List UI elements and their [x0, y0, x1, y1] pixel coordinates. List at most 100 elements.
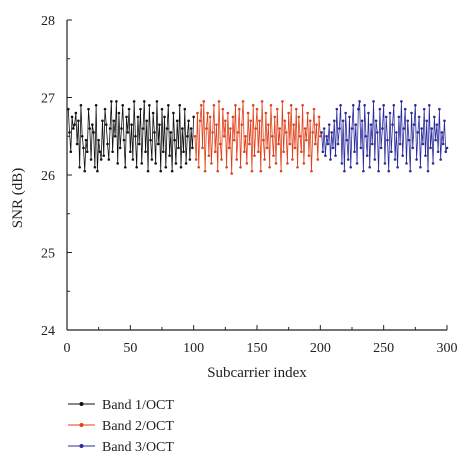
series-1-point — [175, 119, 179, 123]
series-3-point — [429, 146, 432, 150]
series-2-point — [194, 158, 198, 161]
series-3-point — [355, 162, 359, 165]
series-3-point — [322, 127, 326, 130]
series-2-point — [217, 100, 221, 103]
series-2-point — [293, 146, 297, 150]
series-1-point — [154, 162, 157, 165]
series-3-point — [349, 165, 353, 169]
legend-marker — [79, 402, 84, 406]
series-2-point — [244, 134, 247, 138]
series-2-point — [297, 115, 301, 119]
series-3-point — [360, 119, 364, 123]
series-1-point — [160, 107, 164, 111]
series-3-point — [335, 107, 339, 111]
series-2-point — [303, 127, 307, 130]
series-3-point — [396, 165, 399, 169]
series-2-point — [269, 103, 273, 107]
series-2-point — [267, 123, 270, 126]
series-1-point — [101, 119, 104, 123]
series-2-point — [306, 111, 309, 115]
legend-marker — [79, 444, 84, 448]
series-2-point — [208, 115, 212, 119]
series-1-point — [145, 119, 149, 123]
series-1-point — [112, 119, 116, 123]
series-2-point — [198, 119, 202, 123]
series-3-point — [434, 138, 437, 142]
series-1-point — [188, 158, 192, 161]
y-tick-label: 26 — [41, 169, 55, 184]
series-3-point — [330, 131, 334, 134]
series-1-point — [70, 115, 74, 119]
series-3-point — [415, 158, 418, 161]
series-1-point — [129, 150, 132, 154]
series-2-point — [250, 169, 254, 173]
legend-item-2: Band 2/OCT — [68, 419, 174, 434]
series-2-point — [313, 142, 317, 146]
series-3-point — [427, 103, 431, 107]
series-1-point — [107, 158, 111, 161]
series-3-point — [368, 165, 372, 169]
series-1-point — [178, 103, 182, 107]
series-3-point — [331, 146, 335, 150]
legend-item-3: Band 3/OCT — [68, 440, 174, 455]
series-1-point — [94, 103, 98, 107]
series-3-point — [412, 123, 416, 126]
series-1-point — [99, 158, 103, 161]
series-3 — [320, 100, 449, 173]
series-1-point — [179, 165, 183, 169]
series-3-point — [421, 142, 425, 146]
series-2 — [193, 100, 322, 175]
series-1-point — [68, 131, 71, 134]
series-3-point — [444, 150, 448, 154]
series-3-point — [353, 150, 356, 154]
series-3-point — [334, 154, 337, 157]
series-2-point — [294, 107, 298, 111]
series-2-point — [215, 123, 218, 126]
series-1-point — [155, 100, 159, 103]
series-2-point — [229, 127, 232, 130]
series-1-point — [184, 162, 188, 165]
series-3-point — [338, 127, 341, 130]
series-1-point — [165, 127, 169, 130]
series-3-point — [345, 138, 349, 142]
series-3-point — [402, 127, 406, 130]
series-3-point — [329, 158, 332, 161]
series-1-point — [150, 158, 154, 161]
series-3-point — [438, 107, 441, 111]
series-3-point — [369, 123, 373, 126]
series-3-point — [408, 169, 412, 173]
series-3-point — [351, 103, 355, 107]
series-1-point — [148, 103, 151, 107]
series-1-point — [84, 138, 88, 142]
series-3-point — [346, 158, 350, 161]
series-3-point — [401, 154, 404, 157]
series-3-point — [341, 119, 345, 123]
series-1-point — [102, 154, 106, 157]
series-3-point — [324, 154, 327, 157]
series-1-point — [134, 134, 137, 138]
series-3-point — [419, 165, 422, 169]
series-2-point — [288, 142, 292, 146]
series-1-point — [93, 165, 97, 169]
series-1-point — [191, 146, 194, 150]
series-2-point — [278, 127, 282, 130]
series-1-point — [80, 134, 84, 138]
series-1-point — [139, 107, 142, 111]
legend: Band 1/OCT Band 2/OCT Band 3/OCT — [68, 398, 174, 455]
series-3-point — [436, 150, 440, 154]
series-1-point — [144, 150, 147, 154]
series-1-point — [135, 165, 138, 169]
series-2-point — [218, 142, 222, 146]
series-2-point — [275, 107, 279, 111]
series-2-point — [315, 123, 318, 126]
series-1-point — [149, 138, 152, 142]
series-2-point — [281, 100, 284, 103]
series-1-point — [192, 115, 195, 119]
series-1-point — [118, 146, 122, 150]
series-3-point — [430, 127, 434, 130]
series-3-point — [327, 123, 331, 126]
series-3-point — [348, 115, 351, 119]
x-tick-label: 150 — [247, 341, 268, 356]
y-tick-label: 25 — [41, 247, 55, 262]
series-3-point — [440, 131, 444, 134]
